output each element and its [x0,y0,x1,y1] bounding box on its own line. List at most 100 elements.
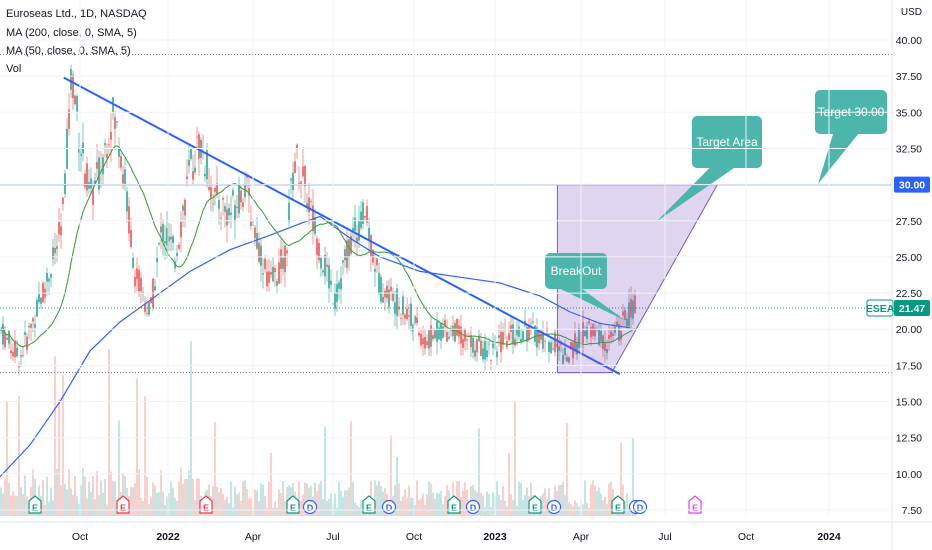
volume-bar [14,495,16,516]
earnings-marker-icon: E [199,495,213,514]
candle-body [180,221,182,238]
candle-body [324,255,326,277]
candle-body [108,144,110,146]
candle-body [68,109,70,129]
ma200-legend: MA (200, close, 0, SMA, 5) [6,27,137,39]
candle-body [82,142,84,154]
volume-bar [246,489,248,516]
volume-bar [336,507,338,516]
price-tick-label: 20.00 [896,324,922,336]
volume-bar [150,497,152,516]
volume-bar [478,428,480,516]
candle-body [326,264,328,267]
candle-body [414,316,416,323]
candle-body [128,206,130,234]
candle-body [258,242,260,262]
volume-bar [422,493,424,516]
candle-body [260,245,262,266]
volume-bar [4,478,6,516]
volume-bar [558,484,560,516]
target-area-callout-box [692,116,762,168]
volume-bar [240,500,242,516]
candle-body [236,206,238,208]
candle-body [184,199,186,216]
candle-body [278,262,280,284]
candle-body [26,336,28,350]
volume-bar [350,421,352,516]
candle-body [432,335,434,340]
candle-body [360,211,362,229]
ma50-line [0,145,636,348]
candle-body [76,95,78,112]
volume-bar [564,495,566,516]
candle-body [172,236,174,244]
volume-bar [218,492,220,516]
volume-bar [444,496,446,516]
volume-bar [624,501,626,516]
volume-bar [484,507,486,516]
candle-body [590,327,592,338]
candle-body [64,173,66,194]
volume-bar [72,494,74,516]
volume-bar [544,488,546,516]
volume-bar [270,452,272,516]
volume-bar [46,476,48,516]
price-tick-label: 15.00 [896,397,922,409]
volume-bar [420,498,422,516]
volume-bar [62,375,64,516]
volume-bars [0,341,636,516]
candle-body [340,278,342,290]
candle-body [56,246,58,249]
candle-body [544,341,546,342]
marker-label: E [532,503,538,513]
volume-bar [276,507,278,516]
volume-bar [496,481,498,516]
candle-body [304,165,306,187]
marker-label: D [386,503,393,513]
volume-bar [518,481,520,516]
candle-body [530,322,532,324]
candle-body [92,187,94,205]
candle-body [116,121,118,123]
candle-body [28,326,30,328]
candle-body [606,348,608,353]
candle-body [314,217,316,234]
volume-bar [432,492,434,516]
volume-bar [418,500,420,516]
volume-bar [302,494,304,516]
candle-body [70,68,72,90]
volume-bar [230,481,232,516]
marker-label: E [203,503,209,513]
candle-body [114,117,116,129]
candle-body [634,295,636,313]
volume-bar [142,501,144,516]
candle-body [510,325,512,333]
candle-body [386,285,388,299]
candle-body [148,302,150,315]
volume-bar [590,484,592,516]
candle-body [266,271,268,287]
candle-body [264,258,266,270]
volume-bar [68,469,70,516]
candle-body [294,161,296,173]
volume-bar [516,505,518,516]
candle-body [292,172,294,191]
volume-bar [584,480,586,516]
candle-body [500,332,502,353]
volume-bar [524,495,526,516]
candle-body [20,355,22,357]
price-tick-label: 40.00 [896,35,922,47]
candle-body [50,273,52,278]
volume-bar [86,498,88,516]
volume-bar [306,483,308,516]
volume-bar [436,492,438,516]
marker-label: E [692,503,698,513]
candle-body [578,327,580,348]
target-area-callout: Target Area [656,116,762,222]
candle-body [474,350,476,357]
candle-body [554,332,556,353]
volume-bar [108,349,110,516]
candle-body [176,252,178,257]
volume-bar [134,483,136,516]
